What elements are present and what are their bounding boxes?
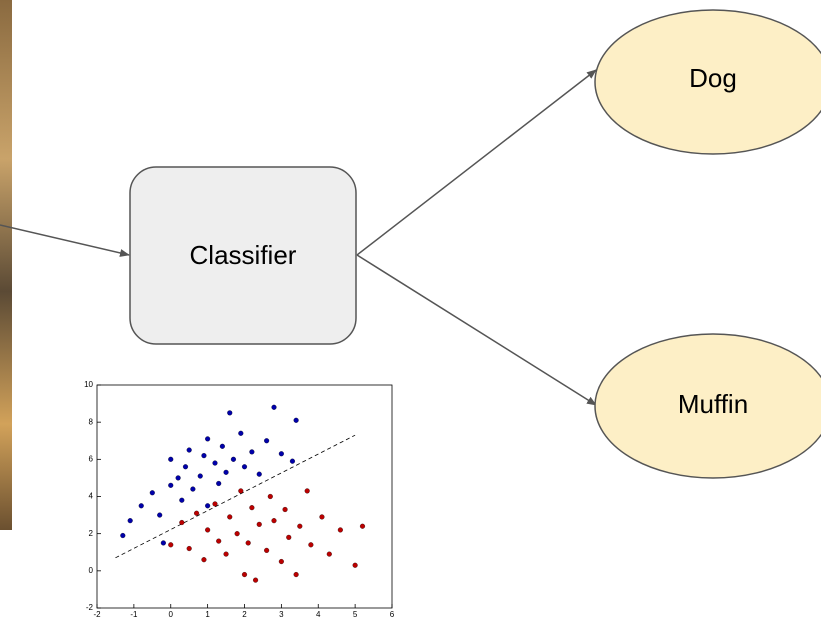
x-tick-label: 5 xyxy=(353,610,358,618)
point xyxy=(216,539,221,544)
point xyxy=(264,548,269,553)
point xyxy=(235,531,240,536)
arrow xyxy=(357,70,596,255)
point xyxy=(220,444,225,449)
y-tick-label: 0 xyxy=(89,566,94,575)
point xyxy=(216,481,221,486)
scatter-plot: -2 -1 0 1 2 3 4 5 6 -2 0 2 4 6 8 10 xyxy=(84,380,395,618)
y-tick-label: 10 xyxy=(84,380,93,389)
point xyxy=(249,450,254,455)
point xyxy=(198,474,203,479)
point xyxy=(187,546,192,551)
point xyxy=(279,559,284,564)
point xyxy=(290,459,295,464)
x-tick-label: 3 xyxy=(279,610,284,618)
point xyxy=(194,511,199,516)
point xyxy=(227,410,232,415)
point xyxy=(249,505,254,510)
arrow xyxy=(0,225,129,255)
point xyxy=(202,453,207,458)
point xyxy=(305,489,310,494)
point xyxy=(168,457,173,462)
point xyxy=(327,552,332,557)
point xyxy=(242,464,247,469)
x-tick-label: -2 xyxy=(93,610,101,618)
point xyxy=(224,470,229,475)
x-tick-label: 1 xyxy=(205,610,210,618)
point xyxy=(246,541,251,546)
point xyxy=(213,502,218,507)
point xyxy=(224,552,229,557)
point xyxy=(264,438,269,443)
point xyxy=(150,490,155,495)
point xyxy=(253,578,258,583)
node-label: Muffin xyxy=(678,389,748,419)
point xyxy=(286,535,291,540)
x-tick-label: 0 xyxy=(169,610,174,618)
point xyxy=(279,451,284,456)
point xyxy=(161,541,166,546)
point xyxy=(187,448,192,453)
x-tick-label: 4 xyxy=(316,610,321,618)
point xyxy=(283,507,288,512)
arrow xyxy=(357,255,596,405)
y-tick-label: 6 xyxy=(89,454,94,463)
point xyxy=(179,520,184,525)
point xyxy=(157,513,162,518)
diagram: Classifier Dog Muffin -2 -1 0 1 2 3 4 5 6 -2 0 2 4 6 8… xyxy=(0,0,821,618)
point xyxy=(294,572,299,577)
y-tick-label: 4 xyxy=(89,492,94,501)
point xyxy=(120,533,125,538)
point xyxy=(297,524,302,529)
point xyxy=(179,498,184,503)
point xyxy=(272,405,277,410)
point xyxy=(176,476,181,481)
point xyxy=(257,472,262,477)
point xyxy=(353,563,358,568)
x-tick-label: -1 xyxy=(130,610,138,618)
point xyxy=(168,542,173,547)
page: {"nodes": [{"label": "Classifier"}, {"la… xyxy=(0,0,821,618)
point xyxy=(227,515,232,520)
point xyxy=(257,522,262,527)
node-label: Dog xyxy=(689,63,737,93)
point xyxy=(238,489,243,494)
point xyxy=(242,572,247,577)
point xyxy=(272,518,277,523)
point xyxy=(213,461,218,466)
y-tick-label: 8 xyxy=(89,417,94,426)
point xyxy=(205,503,210,508)
x-tick-label: 2 xyxy=(242,610,247,618)
point xyxy=(205,528,210,533)
point xyxy=(139,503,144,508)
y-tick-label: 2 xyxy=(89,529,94,538)
point xyxy=(183,464,188,469)
point xyxy=(238,431,243,436)
point xyxy=(360,524,365,529)
point xyxy=(308,542,313,547)
y-tick-label: -2 xyxy=(86,603,94,612)
photo-edge xyxy=(0,0,12,530)
point xyxy=(338,528,343,533)
point xyxy=(190,487,195,492)
node-label: Classifier xyxy=(190,240,297,270)
point xyxy=(205,436,210,441)
point xyxy=(231,457,236,462)
point xyxy=(128,518,133,523)
point xyxy=(168,483,173,488)
point xyxy=(294,418,299,423)
point xyxy=(320,515,325,520)
point xyxy=(202,557,207,562)
point xyxy=(268,494,273,499)
x-tick-label: 6 xyxy=(390,610,395,618)
